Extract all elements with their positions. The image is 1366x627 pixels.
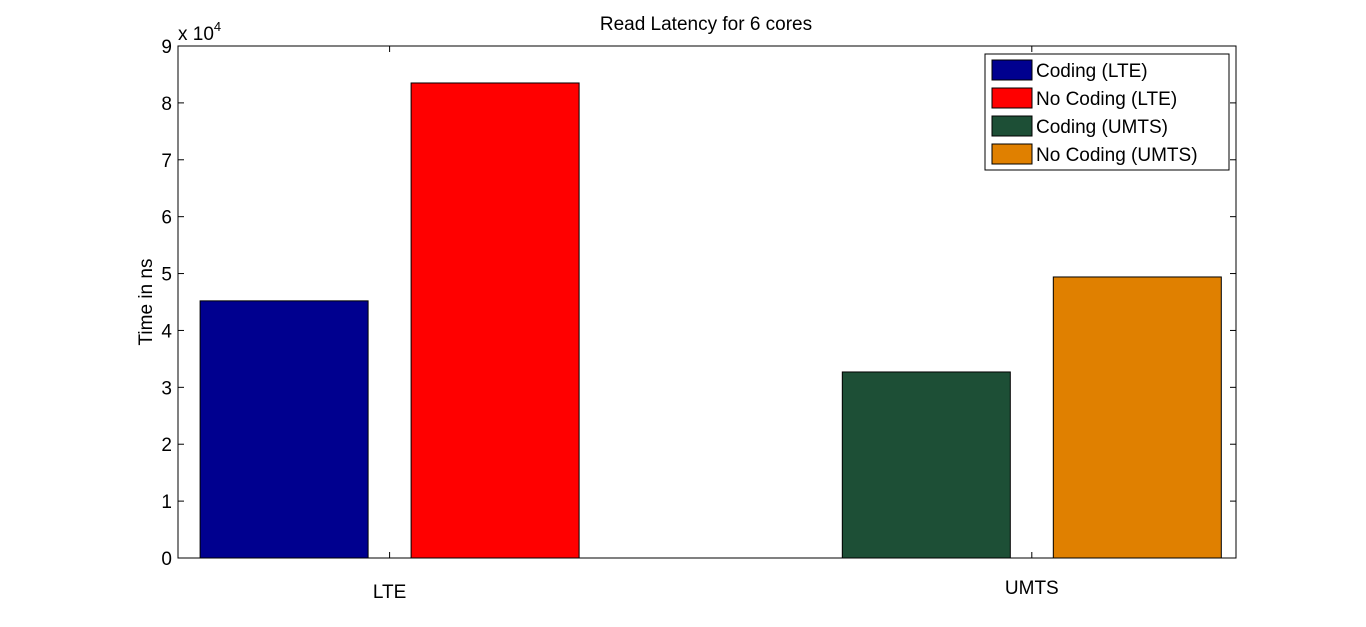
y-tick-label: 1 — [161, 492, 172, 513]
y-multiplier-base: x 10 — [178, 24, 214, 45]
y-tick-label: 0 — [161, 549, 172, 570]
x-tick-label-lte: LTE — [373, 582, 406, 603]
bar-coding-lte — [199, 300, 369, 559]
y-tick-label: 6 — [161, 208, 172, 229]
y-axis-multiplier: x 104 — [178, 19, 221, 45]
legend[interactable]: Coding (LTE) No Coding (LTE) Coding (UMTS)… — [984, 53, 1230, 171]
legend-swatch — [991, 87, 1033, 109]
y-tick-label: 9 — [161, 37, 172, 58]
y-tick-label: 5 — [161, 265, 172, 286]
axes-frame — [177, 45, 1237, 559]
x-tick-label-umts: UMTS — [1005, 578, 1059, 599]
bar-coding-umts — [841, 371, 1011, 559]
legend-swatch — [991, 143, 1033, 165]
y-tick-label: 4 — [161, 321, 172, 342]
legend-label: No Coding (UMTS) — [1036, 145, 1198, 166]
y-tick-label: 8 — [161, 94, 172, 115]
y-tick-label: 3 — [161, 378, 172, 399]
bar-no-coding-lte — [410, 82, 580, 559]
axis-ticks: 0 1 2 3 4 5 6 7 8 9 LTE UMTS — [161, 37, 1236, 603]
y-tick-label: 2 — [161, 435, 172, 456]
legend-swatch — [991, 59, 1033, 81]
legend-swatch — [991, 115, 1033, 137]
chart-title: Read Latency for 6 cores — [600, 14, 812, 35]
bars — [199, 82, 1222, 559]
legend-item[interactable]: No Coding (LTE) — [991, 87, 1177, 110]
y-axis-label: Time in ns — [136, 259, 157, 346]
y-tick-label: 7 — [161, 151, 172, 172]
y-multiplier-exponent: 4 — [214, 19, 221, 34]
legend-label: Coding (LTE) — [1036, 61, 1148, 82]
legend-item[interactable]: Coding (UMTS) — [991, 115, 1168, 138]
bar-no-coding-umts — [1052, 276, 1222, 559]
legend-label: No Coding (LTE) — [1036, 89, 1177, 110]
legend-item[interactable]: No Coding (UMTS) — [991, 143, 1198, 166]
legend-label: Coding (UMTS) — [1036, 117, 1168, 138]
legend-item[interactable]: Coding (LTE) — [991, 59, 1148, 82]
